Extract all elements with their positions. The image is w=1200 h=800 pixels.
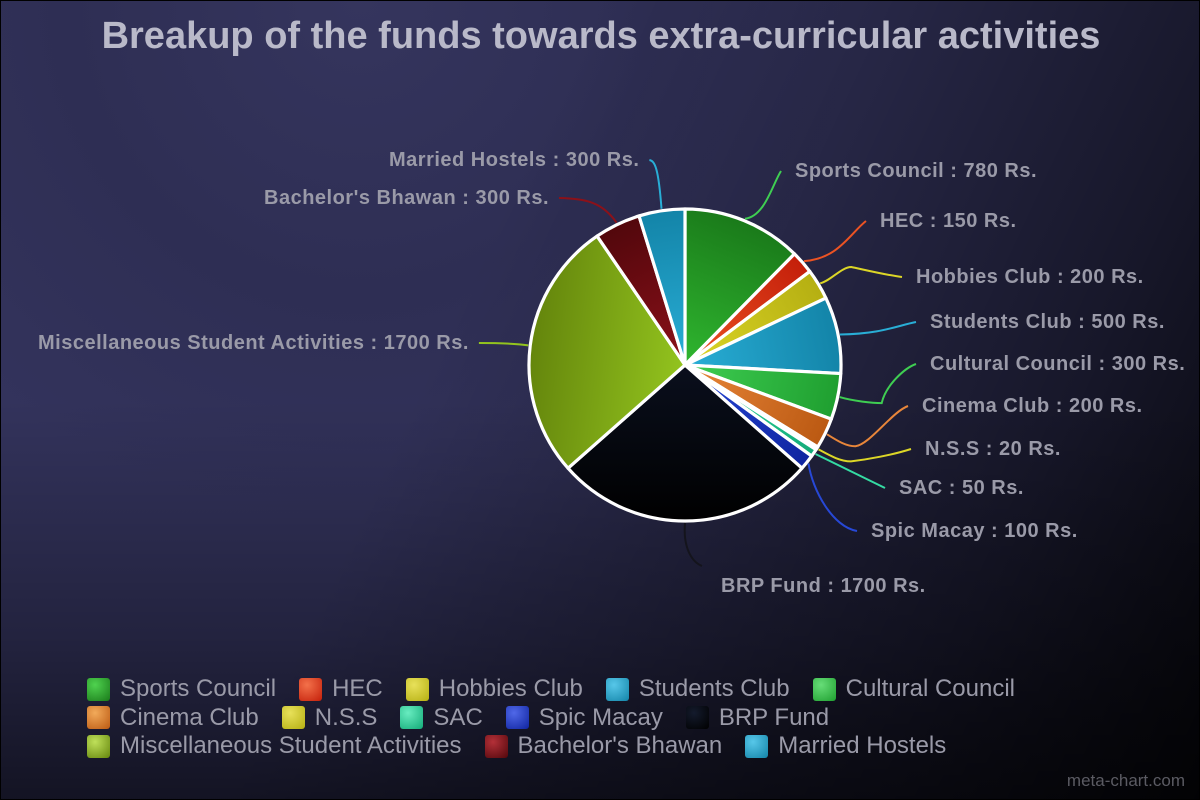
- svg-text:Students Club : 500 Rs.: Students Club : 500 Rs.: [930, 311, 1165, 333]
- svg-text:Spic Macay : 100 Rs.: Spic Macay : 100 Rs.: [871, 520, 1078, 542]
- svg-text:Married Hostels : 300 Rs.: Married Hostels : 300 Rs.: [389, 149, 639, 171]
- svg-text:Bachelor's Bhawan : 300 Rs.: Bachelor's Bhawan : 300 Rs.: [264, 187, 549, 209]
- svg-text:SAC : 50 Rs.: SAC : 50 Rs.: [899, 477, 1024, 499]
- svg-text:Sports Council : 780 Rs.: Sports Council : 780 Rs.: [795, 160, 1037, 182]
- svg-text:Cultural Council : 300 Rs.: Cultural Council : 300 Rs.: [930, 353, 1185, 375]
- svg-text:N.S.S : 20 Rs.: N.S.S : 20 Rs.: [925, 438, 1061, 460]
- svg-text:Cinema Club : 200 Rs.: Cinema Club : 200 Rs.: [922, 395, 1143, 417]
- svg-text:HEC : 150 Rs.: HEC : 150 Rs.: [880, 210, 1017, 232]
- svg-text:Miscellaneous Student Activiti: Miscellaneous Student Activities : 1700 …: [38, 332, 469, 354]
- svg-text:BRP Fund : 1700 Rs.: BRP Fund : 1700 Rs.: [721, 575, 926, 597]
- svg-text:Hobbies Club : 200 Rs.: Hobbies Club : 200 Rs.: [916, 266, 1144, 288]
